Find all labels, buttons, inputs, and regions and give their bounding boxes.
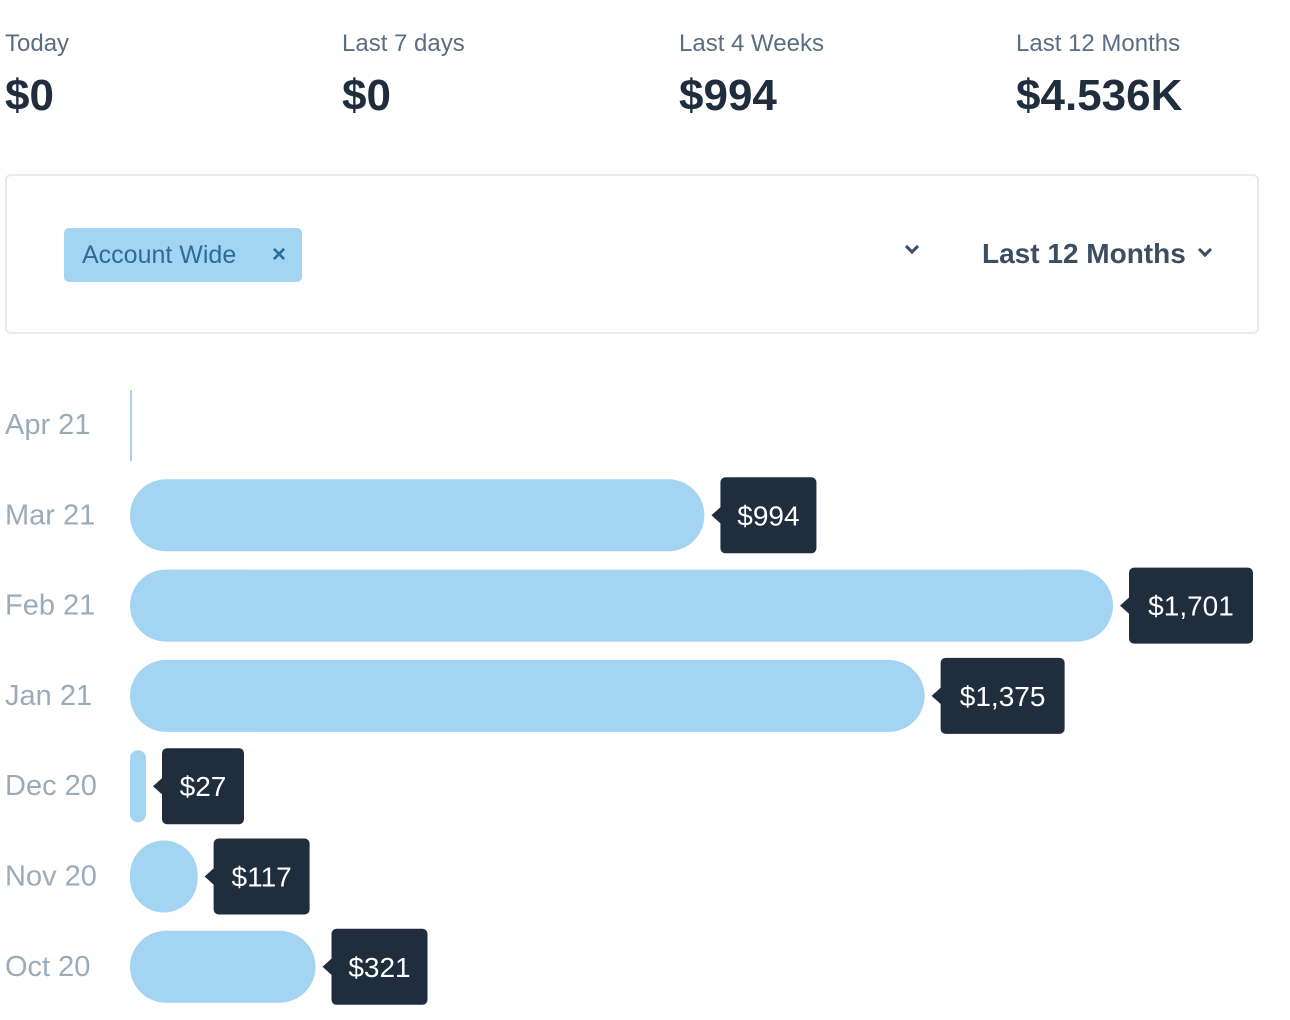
stat-value: $4.536K <box>1016 71 1183 120</box>
category-label: Jan 21 <box>5 680 92 712</box>
monthly-revenue-chart: Apr 21 Mar 21 $994 Feb 21 $1,701 Jan 21 $1,375… <box>5 390 1253 1005</box>
close-icon[interactable]: × <box>271 241 286 268</box>
bar[interactable] <box>130 659 925 732</box>
category-label: Nov 20 <box>5 861 97 893</box>
data-label: $321 <box>348 952 410 983</box>
tooltip-arrow <box>204 867 215 886</box>
data-label: $27 <box>180 771 227 802</box>
stat-last-4-weeks: Last 4 Weeks $994 <box>679 28 979 124</box>
value-tooltip <box>162 748 244 825</box>
value-tooltip <box>720 477 817 554</box>
value-tooltip <box>331 928 428 1005</box>
bar[interactable] <box>130 930 316 1003</box>
filter-panel: Account Wide × Last 12 Months <box>5 174 1259 334</box>
stat-label: Last 7 days <box>342 30 465 57</box>
account-wide-tag[interactable]: Account Wide × <box>64 228 302 282</box>
value-tooltip <box>1129 567 1253 644</box>
stat-value: $0 <box>5 71 54 120</box>
data-label: $994 <box>737 500 799 531</box>
data-label: $1,375 <box>960 681 1046 712</box>
bar[interactable] <box>130 569 1113 642</box>
stat-last-7-days: Last 7 days $0 <box>342 28 642 124</box>
tooltip-arrow <box>322 957 333 976</box>
stat-label: Today <box>5 30 70 57</box>
stat-value: $994 <box>679 71 777 120</box>
data-label: $117 <box>232 862 292 893</box>
category-label: Mar 21 <box>5 499 95 531</box>
chevron-down-icon[interactable] <box>904 239 920 255</box>
tooltip-arrow <box>711 506 722 525</box>
value-tooltip <box>940 657 1065 734</box>
value-tooltip <box>213 838 310 915</box>
tooltip-arrow <box>153 777 163 796</box>
category-label: Feb 21 <box>5 590 95 622</box>
bar[interactable] <box>130 840 198 913</box>
category-label: Dec 20 <box>5 770 97 802</box>
category-label: Apr 21 <box>5 409 90 441</box>
stat-value: $0 <box>342 71 391 120</box>
data-label: $1,701 <box>1148 591 1234 622</box>
stat-label: Last 12 Months <box>1016 30 1181 57</box>
chevron-down-icon <box>1197 242 1212 258</box>
stat-last-12-months: Last 12 Months $4.536K <box>1016 28 1290 124</box>
date-range-select[interactable]: Last 12 Months <box>982 234 1212 274</box>
tag-label: Account Wide <box>82 240 237 269</box>
bar[interactable] <box>130 750 146 823</box>
stat-label: Last 4 Weeks <box>679 30 824 57</box>
stat-today: Today $0 <box>5 28 305 124</box>
tooltip-arrow <box>931 686 942 705</box>
date-range-label: Last 12 Months <box>982 238 1186 269</box>
tooltip-arrow <box>1120 596 1130 615</box>
bar[interactable] <box>130 479 705 552</box>
category-label: Oct 20 <box>5 951 90 983</box>
